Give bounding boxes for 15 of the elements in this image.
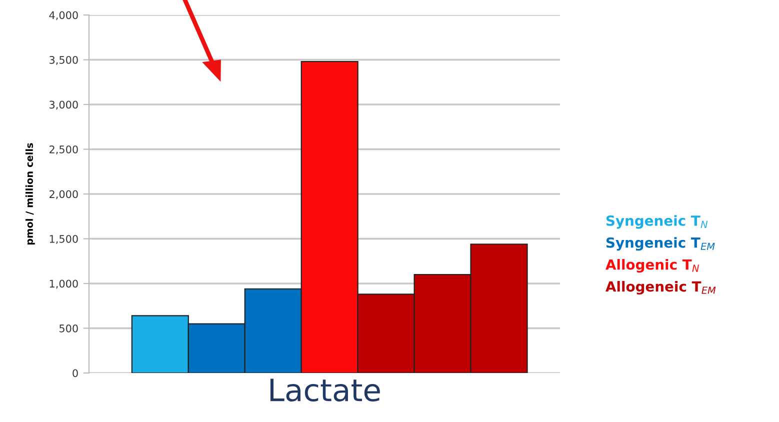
text: Syngeneic T$_{N}$ xyxy=(606,215,708,229)
text: Syngeneic T$_{EM}$ xyxy=(606,237,715,251)
y-tick-label: 4,000 xyxy=(49,11,78,20)
y-axis-title: pmol / million cells xyxy=(25,143,35,245)
y-tick-label: 0 xyxy=(72,369,78,378)
x-axis-title: Lactate xyxy=(270,378,380,402)
y-tick-label: 2,500 xyxy=(50,145,78,154)
y-tick-label: 1,500 xyxy=(50,234,78,244)
y-tick-label: 3,500 xyxy=(50,56,78,65)
y-tick-label: 500 xyxy=(60,324,78,332)
y-tick-label: 1,000 xyxy=(50,280,78,289)
y-tick-label: 2,000 xyxy=(50,190,78,200)
text: Allogeneic T$_{EM}$ xyxy=(606,280,716,295)
y-tick-label: 3,000 xyxy=(50,100,78,110)
text: Allogenic T$_{N}$ xyxy=(606,259,699,273)
